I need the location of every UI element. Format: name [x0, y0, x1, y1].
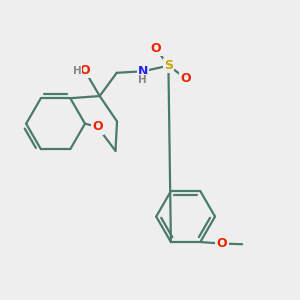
- Text: O: O: [151, 42, 161, 55]
- Text: H: H: [73, 66, 82, 76]
- Text: S: S: [164, 59, 173, 72]
- Text: O: O: [92, 120, 103, 133]
- Text: O: O: [180, 72, 191, 85]
- Text: O: O: [80, 64, 90, 77]
- Text: N: N: [138, 65, 148, 78]
- Text: O: O: [217, 237, 227, 250]
- Text: H: H: [138, 75, 147, 85]
